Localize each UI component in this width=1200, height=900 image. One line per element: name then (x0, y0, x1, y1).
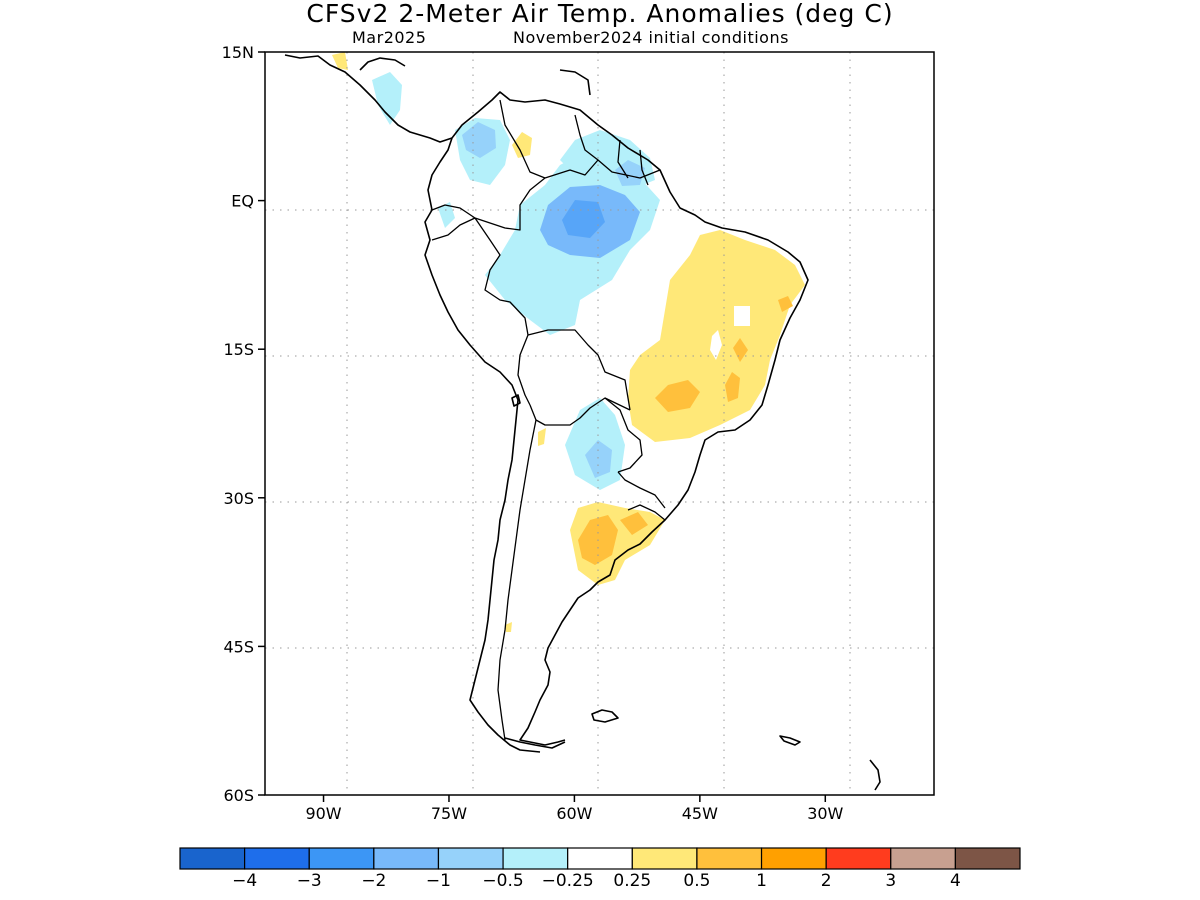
lat-tick-label: 60S (223, 786, 254, 805)
border-colombia-venezuela (499, 99, 546, 179)
colorbar-label: 0.25 (613, 871, 651, 891)
colorbar-swatch (308, 847, 375, 870)
colorbar-swatch (696, 847, 763, 870)
colorbar-swatch (244, 847, 310, 870)
lat-tick-label: 30S (223, 489, 254, 508)
colorbar-label: 2 (821, 871, 832, 891)
anomaly-shading (332, 52, 805, 632)
masked-cell (734, 306, 750, 326)
coastlines (284, 54, 881, 791)
cool-anomaly-colombia-core (462, 122, 496, 158)
colorbar-swatch (437, 847, 504, 870)
cool-anomaly-central-america (372, 72, 402, 125)
colorbar-label: 3 (885, 871, 896, 891)
map-title: CFSv2 2-Meter Air Temp. Anomalies (deg C… (306, 0, 894, 28)
colorbar-swatch (631, 847, 698, 870)
caribbean-islands (559, 69, 591, 96)
lon-tick-label: 75W (431, 804, 467, 823)
warm-anomaly-chile-north (538, 428, 546, 446)
lon-tick-label: 30W (807, 804, 843, 823)
lat-tick-label: EQ (231, 192, 254, 211)
country-borders (431, 99, 666, 741)
border-bolivia-brazil (527, 329, 631, 411)
colorbar-swatch (373, 847, 440, 870)
warm-anomaly-central-america (332, 52, 348, 70)
border-guianas (617, 139, 649, 186)
cool-anomaly-paraguay-core (585, 440, 612, 478)
map-frame (264, 51, 935, 796)
coastline-central-america (284, 54, 453, 143)
warm-anomaly-brazil-core-4 (778, 296, 793, 312)
lon-tick-label: 90W (305, 804, 341, 823)
colorbar-label: 4 (950, 871, 961, 891)
colorbar-label: −3 (297, 871, 322, 891)
lon-tick-label: 45W (682, 804, 718, 823)
colorbar-label: 1 (756, 871, 767, 891)
map-axes: 15N EQ 15S 30S 45S 60S 90W 75W 60W 45W 30W (222, 43, 935, 823)
colorbar-label: −4 (232, 871, 257, 891)
border-peru-bolivia (517, 334, 531, 406)
border-chile-bolivia-argentina (529, 397, 631, 426)
border-argentina-brazil (617, 471, 666, 509)
border-venezuela-guyana (574, 114, 599, 161)
south-sandwich-islands (869, 759, 881, 791)
valid-month-label: Mar2025 (352, 28, 427, 47)
warm-anomaly-uruguay-core (620, 512, 648, 535)
warm-anomaly-venezuela (512, 132, 532, 158)
colorbar-label: −0.5 (482, 871, 523, 891)
warm-anomaly-brazil-core-3 (733, 338, 748, 362)
border-chile-argentina (497, 419, 537, 741)
cool-anomaly-ecuador (438, 202, 455, 228)
lat-tick-label: 15N (222, 43, 254, 62)
border-paraguay (604, 397, 643, 473)
colorbar-label: 0.5 (683, 871, 710, 891)
lake-titicaca (511, 394, 521, 407)
colorbar-swatch (760, 847, 827, 870)
lon-tick-label: 60W (556, 804, 592, 823)
warm-anomaly-brazil-core-1 (655, 380, 700, 412)
colorbar-label: −1 (426, 871, 451, 891)
coastline-south-america (451, 91, 809, 746)
initial-conditions-label: November2024 initial conditions (513, 28, 789, 47)
tierra-del-fuego (504, 737, 566, 749)
colorbar-label: −0.25 (542, 871, 594, 891)
border-brazil-north (544, 159, 661, 179)
colorbar: −4 −3 −2 −1 −0.5 −0.25 0.25 0.5 1 2 3 4 (179, 847, 1021, 891)
colorbar-swatch (890, 847, 956, 870)
colorbar-swatch (567, 847, 633, 870)
colorbar-swatch (825, 847, 892, 870)
colorbar-swatch (954, 847, 1021, 870)
border-uruguay (627, 504, 666, 521)
warm-anomaly-brazil-core-2 (725, 372, 740, 402)
border-peru-brazil (474, 217, 529, 336)
south-georgia (779, 735, 801, 746)
lat-tick-label: 45S (223, 637, 254, 656)
lat-tick-label: 15S (223, 340, 254, 359)
border-colombia-ecuador (431, 204, 476, 219)
falkland-islands (591, 709, 619, 723)
colorbar-label: −2 (361, 871, 386, 891)
warm-anomaly-patagonia (505, 622, 512, 632)
masked-cell (710, 330, 722, 360)
coastline-pacific-side (424, 137, 541, 753)
coastline-central-america-north (359, 57, 406, 71)
border-colombia-brazil (474, 177, 546, 231)
colorbar-swatch (502, 847, 569, 870)
border-ecuador-peru (431, 217, 476, 241)
cool-anomaly-guianas-core (615, 160, 645, 186)
colorbar-swatch (179, 847, 246, 870)
